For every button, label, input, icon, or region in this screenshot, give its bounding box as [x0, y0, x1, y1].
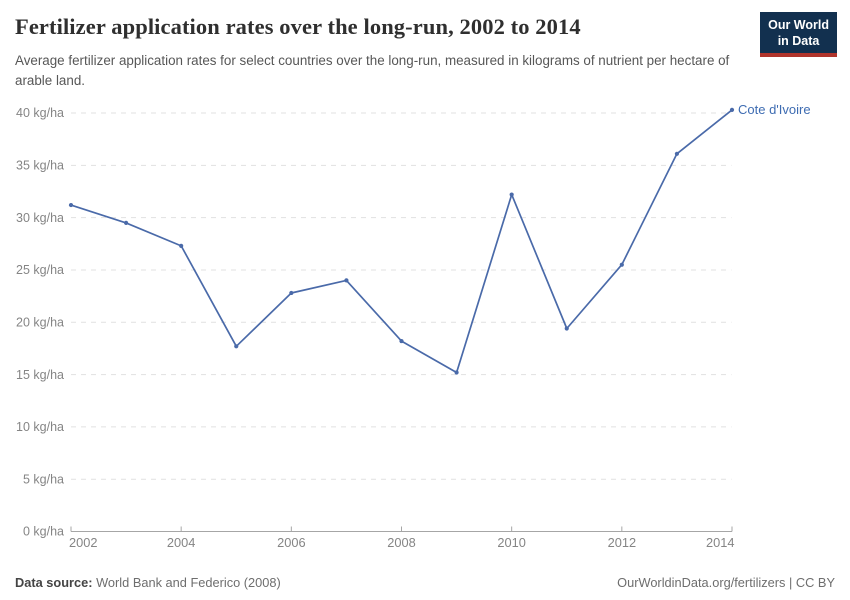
logo-line-2: in Data [777, 34, 820, 49]
x-axis-label: 2002 [69, 535, 97, 550]
data-point [179, 243, 184, 248]
page-footer: Data source: World Bank and Federico (20… [15, 575, 835, 590]
data-point [399, 338, 404, 344]
data-point [454, 370, 459, 375]
chart-subtitle: Average fertilizer application rates for… [15, 53, 730, 89]
data-point [289, 290, 294, 296]
data-point [564, 326, 569, 331]
y-axis-label: 30 kg/ha [16, 211, 64, 225]
x-axis-label: 2014 [706, 535, 734, 550]
y-axis-label: 25 kg/ha [16, 263, 64, 277]
x-axis-label: 2012 [608, 535, 636, 550]
data-source: Data source: World Bank and Federico (20… [15, 575, 281, 590]
data-source-label: Data source: [15, 575, 93, 590]
logo-line-1: Our World [768, 18, 829, 32]
x-axis-label: 2004 [167, 535, 195, 550]
y-axis-label: 20 kg/ha [16, 315, 64, 329]
y-axis-label: 15 kg/ha [16, 368, 64, 382]
data-point [674, 151, 680, 156]
x-axis-label: 2006 [277, 535, 305, 550]
y-axis-label: 10 kg/ha [16, 420, 64, 434]
data-point [509, 192, 514, 197]
data-point [729, 107, 735, 112]
y-axis-label: 35 kg/ha [16, 159, 64, 173]
data-line [70, 109, 733, 374]
data-source-text: World Bank and Federico (2008) [92, 575, 281, 590]
x-axis-label: 2010 [497, 535, 525, 550]
data-point [123, 220, 129, 225]
y-axis-label: 40 kg/ha [16, 106, 64, 120]
data-point [619, 262, 624, 267]
data-point [234, 344, 239, 349]
x-axis-label: 2008 [387, 535, 415, 550]
data-point [68, 202, 74, 208]
owid-logo: Our World in Data [760, 12, 837, 57]
page-title: Fertilizer application rates over the lo… [15, 14, 581, 39]
y-axis-label: 0 kg/ha [23, 525, 64, 539]
series-end-label: Cote d'Ivoire [738, 102, 811, 117]
data-point [344, 278, 349, 283]
y-axis-label: 5 kg/ha [23, 472, 64, 486]
credit-link[interactable]: OurWorldinData.org/fertilizers | CC BY [617, 575, 835, 590]
